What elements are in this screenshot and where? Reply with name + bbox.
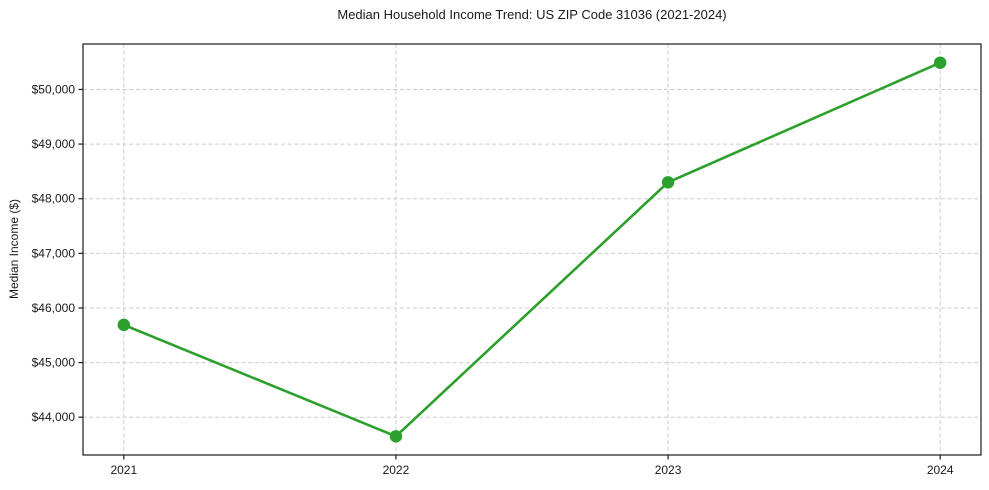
y-tick-label: $50,000	[32, 82, 76, 96]
data-point	[661, 176, 675, 189]
x-tick-label: 2023	[655, 463, 682, 477]
x-tick-label: 2024	[927, 463, 954, 477]
trend-line	[122, 61, 942, 438]
y-tick-label: $47,000	[32, 246, 76, 260]
data-point	[117, 318, 131, 332]
chart-title: Median Household Income Trend: US ZIP Co…	[337, 7, 727, 22]
y-tick-label: $48,000	[32, 192, 76, 206]
data-point	[933, 56, 947, 69]
y-tick-label: $44,000	[32, 410, 76, 424]
data-point	[389, 430, 403, 443]
plot-border	[82, 43, 982, 456]
x-tick-label: 2021	[110, 463, 137, 477]
y-tick-label: $46,000	[32, 301, 76, 315]
y-tick-label: $45,000	[32, 356, 76, 370]
x-tick-label: 2022	[383, 463, 410, 477]
y-tick-label: $49,000	[32, 137, 76, 151]
